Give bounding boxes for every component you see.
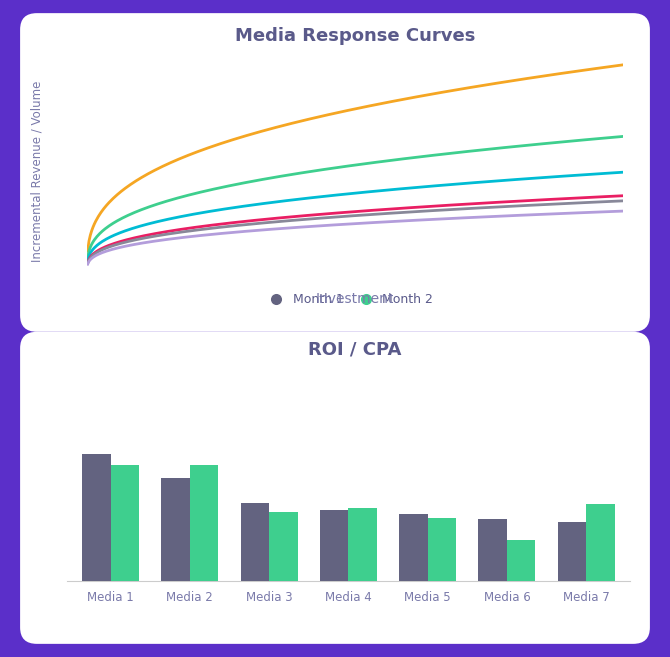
Bar bbox=[427, 518, 456, 581]
Text: Investment: Investment bbox=[316, 292, 394, 306]
Bar bbox=[586, 504, 615, 581]
Text: ROI / CPA: ROI / CPA bbox=[308, 340, 402, 359]
Bar bbox=[190, 465, 218, 581]
Text: Media Response Curves: Media Response Curves bbox=[235, 27, 475, 45]
Bar bbox=[241, 503, 269, 581]
Legend: Month 1, Month 2: Month 1, Month 2 bbox=[259, 288, 438, 311]
Bar bbox=[161, 478, 190, 581]
Bar bbox=[269, 512, 297, 581]
Text: Incremental Revenue / Volume: Incremental Revenue / Volume bbox=[30, 80, 44, 261]
Bar bbox=[399, 514, 427, 581]
Bar bbox=[557, 522, 586, 581]
Bar bbox=[507, 540, 535, 581]
Bar bbox=[82, 454, 111, 581]
Bar bbox=[348, 508, 377, 581]
Bar bbox=[320, 510, 348, 581]
Bar bbox=[111, 465, 139, 581]
Bar bbox=[478, 519, 507, 581]
